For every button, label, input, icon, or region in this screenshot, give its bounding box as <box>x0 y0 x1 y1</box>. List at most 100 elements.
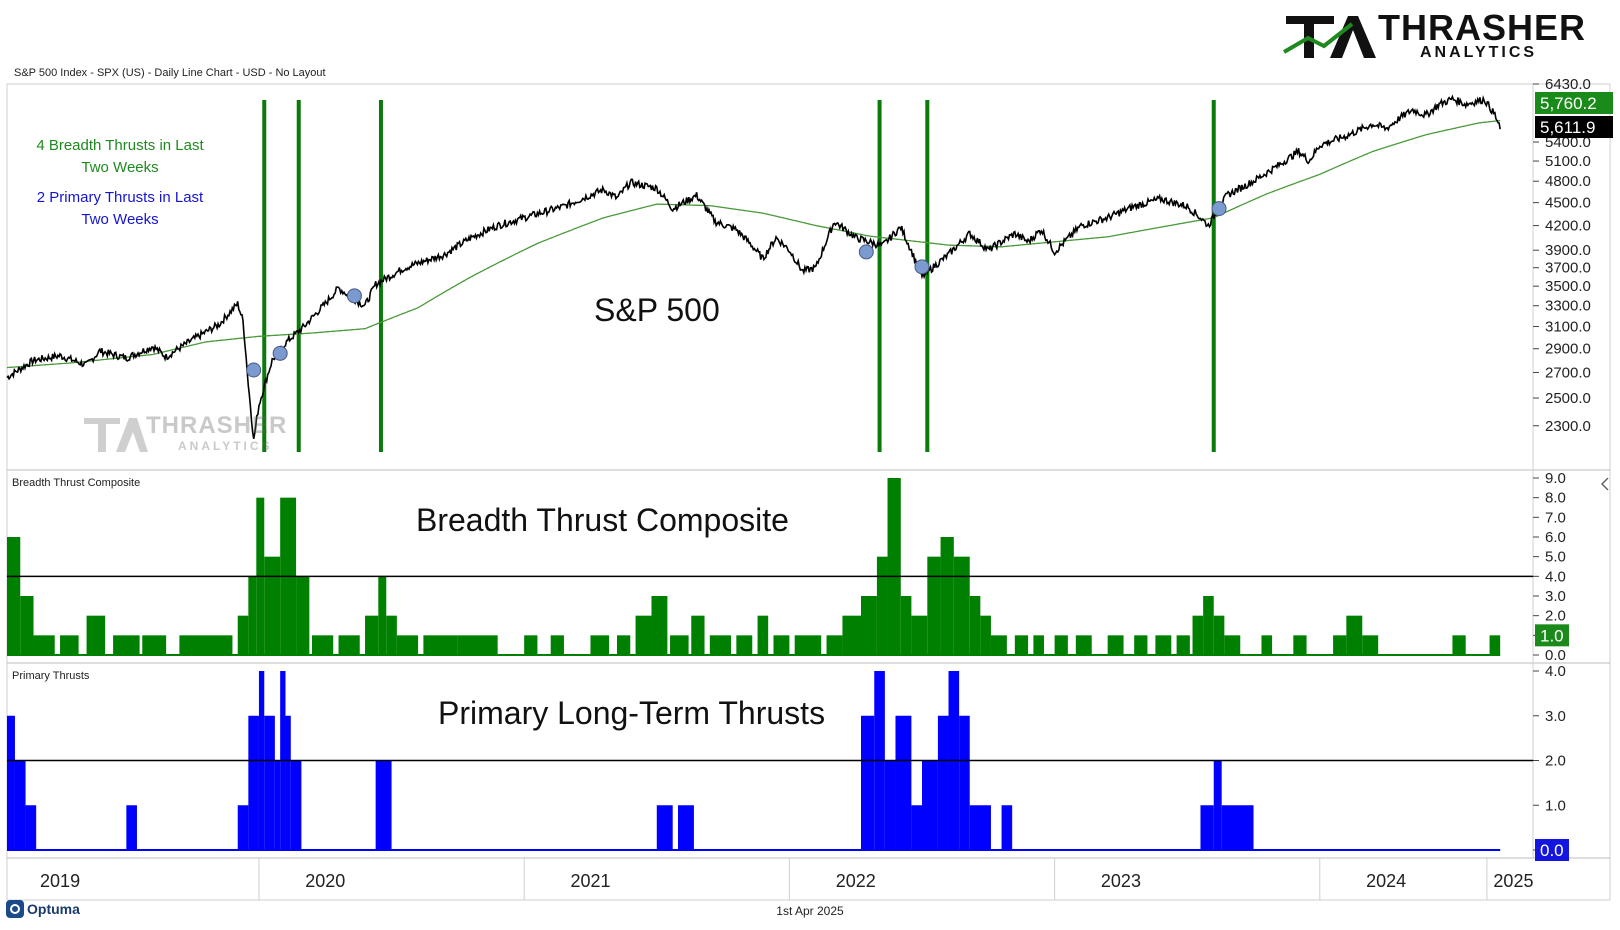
ma-last-value-text: 5,760.2 <box>1540 94 1597 113</box>
thrust-dot-0 <box>246 362 262 378</box>
primary-bar-21 <box>937 715 949 850</box>
x-label-2024: 2024 <box>1366 871 1406 891</box>
breadth-bar-49 <box>1033 635 1044 655</box>
primary-thrust-annotation: 2 Primary Thrusts in Last Two Weeks <box>20 187 220 231</box>
primary-bar-26 <box>1200 805 1214 850</box>
breadth-bar-61 <box>1293 635 1307 655</box>
primary-bar-5 <box>248 715 259 850</box>
breadth-bar-7 <box>179 635 233 655</box>
breadth-annotation-line-1: Two Weeks <box>81 159 159 176</box>
breadth-bar-24 <box>590 635 610 655</box>
primary-bar-1 <box>14 760 26 850</box>
primary-bar-13 <box>656 805 673 850</box>
breadth-bar-6 <box>142 635 167 655</box>
breadth-bar-59 <box>1224 635 1241 655</box>
primary-y-tick-label-3: 1.0 <box>1545 797 1566 814</box>
price-y-tick-label-0: 6430.0 <box>1545 76 1591 93</box>
breadth-bar-15 <box>338 635 360 655</box>
price-y-tick-label-5: 4200.0 <box>1545 218 1591 235</box>
primary-bar-11 <box>290 760 302 850</box>
price-y-tick-label-14: 2300.0 <box>1545 418 1591 435</box>
collapse-chevron-icon <box>1600 477 1609 491</box>
breadth-last-value-bg <box>1535 624 1569 647</box>
breadth-bar-21 <box>457 635 498 655</box>
breadth-y-tick-label-1: 8.0 <box>1545 490 1566 507</box>
breadth-y-tick-label-0: 9.0 <box>1545 470 1566 487</box>
breadth-bar-13 <box>296 576 310 655</box>
breadth-bar-2 <box>33 635 55 655</box>
breadth-bar-19 <box>396 635 419 655</box>
primary-bar-23 <box>959 715 970 850</box>
breadth-bar-26 <box>635 615 652 655</box>
x-label-2019: 2019 <box>40 871 80 891</box>
breadth-bar-18 <box>386 615 397 655</box>
breadth-bar-45 <box>969 596 981 655</box>
breadth-bar-27 <box>651 596 668 655</box>
breadth-bar-56 <box>1192 615 1204 655</box>
x-label-2020: 2020 <box>305 871 345 891</box>
breadth-bar-43 <box>940 537 954 655</box>
breadth-bar-14 <box>312 635 334 655</box>
price-y-tick-label-8: 3500.0 <box>1545 278 1591 295</box>
primary-bar-27 <box>1213 760 1222 850</box>
breadth-bar-33 <box>773 635 790 655</box>
breadth-bar-47 <box>990 635 1007 655</box>
breadth-bar-30 <box>709 635 732 655</box>
breadth-bar-57 <box>1203 596 1214 655</box>
primary-bar-28 <box>1221 805 1227 850</box>
thrust-dot-5 <box>1211 201 1227 217</box>
watermark-sub-text: ANALYTICS <box>178 439 273 453</box>
x-label-2022: 2022 <box>836 871 876 891</box>
primary-bar-19 <box>911 805 922 850</box>
price-last-value-bg <box>1535 116 1613 138</box>
breadth-bar-42 <box>927 556 941 655</box>
breadth-bar-36 <box>842 615 861 655</box>
breadth-y-tick-label-3: 6.0 <box>1545 529 1566 546</box>
breadth-bar-17 <box>378 576 387 655</box>
primary-panel-title: Primary Long-Term Thrusts <box>438 695 826 731</box>
breadth-y-tick-label-4: 5.0 <box>1545 549 1566 566</box>
price-y-tick-label-10: 3100.0 <box>1545 319 1591 336</box>
ta-watermark-icon <box>84 418 148 452</box>
breadth-y-tick-label-9: 0.0 <box>1545 647 1566 664</box>
breadth-bar-1 <box>20 596 34 655</box>
breadth-bar-32 <box>757 615 769 655</box>
breadth-last-value-text: 1.0 <box>1540 626 1564 645</box>
breadth-bar-37 <box>861 596 877 655</box>
primary-annotation-line-0: 2 Primary Thrusts in Last <box>36 189 204 206</box>
primary-bar-10 <box>285 715 291 850</box>
primary-bar-4 <box>237 805 249 850</box>
chart-frame <box>6 83 1611 901</box>
breadth-bar-65 <box>1452 635 1466 655</box>
optuma-brand: Optuma <box>6 900 80 918</box>
breadth-bar-46 <box>980 615 991 655</box>
breadth-panel-title: Breadth Thrust Composite <box>416 502 789 538</box>
breadth-panel-label: Breadth Thrust Composite <box>12 477 140 489</box>
price-last-value-text: 5,611.9 <box>1540 118 1595 137</box>
breadth-bar-0 <box>7 537 21 655</box>
breadth-bar-4 <box>86 615 106 655</box>
primary-annotation-line-1: Two Weeks <box>81 211 159 228</box>
price-y-tick-label-3: 4800.0 <box>1545 173 1591 190</box>
price-series-line <box>6 94 1501 439</box>
breadth-bar-40 <box>900 596 912 655</box>
breadth-bar-20 <box>423 635 458 655</box>
breadth-bar-50 <box>1054 635 1068 655</box>
breadth-bar-53 <box>1134 635 1148 655</box>
primary-bar-2 <box>25 805 37 850</box>
breadth-bar-11 <box>264 556 281 655</box>
breadth-y-tick-label-6: 3.0 <box>1545 588 1566 605</box>
breadth-bar-58 <box>1213 615 1225 655</box>
optuma-label: Optuma <box>27 901 80 917</box>
breadth-bar-5 <box>113 635 140 655</box>
breadth-bar-54 <box>1155 635 1172 655</box>
breadth-bar-23 <box>550 635 564 655</box>
breadth-bar-66 <box>1489 635 1501 655</box>
x-label-2021: 2021 <box>570 871 610 891</box>
x-label-2023: 2023 <box>1101 871 1141 891</box>
breadth-bar-51 <box>1075 635 1092 655</box>
breadth-bar-22 <box>524 635 538 655</box>
price-y-tick-label-7: 3700.0 <box>1545 260 1591 277</box>
primary-bar-15 <box>861 715 875 850</box>
